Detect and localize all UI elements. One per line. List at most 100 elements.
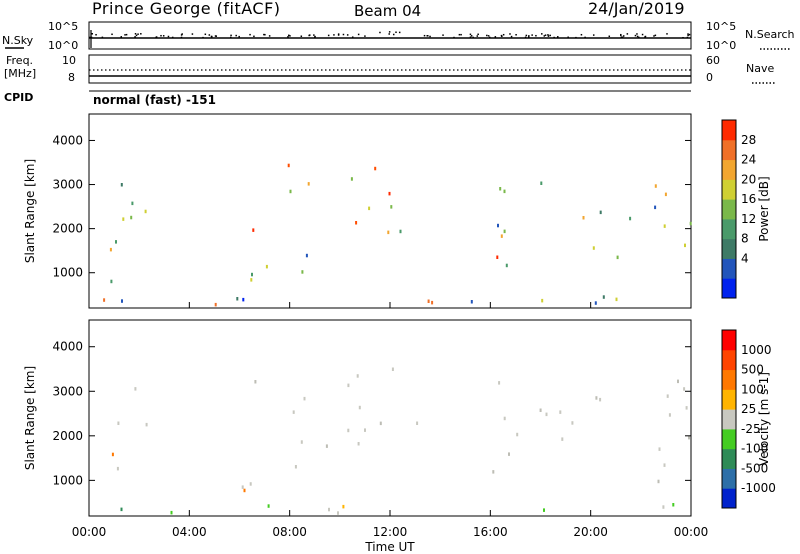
power-echo-cell (110, 279, 113, 284)
noise-search-point (263, 33, 265, 36)
noise-search-point (453, 36, 455, 39)
power-colorbar-swatch (722, 179, 736, 200)
power-echo-cell (287, 163, 290, 168)
noise-search-point (666, 33, 668, 35)
power-colorbar-swatch (722, 218, 736, 240)
power-colorbar-label: Power [dB] (757, 176, 771, 241)
noise-search-point (686, 36, 689, 39)
power-echo-cell (236, 297, 239, 301)
noise-search-point (641, 33, 644, 36)
beam-title: Beam 04 (354, 2, 422, 20)
noise-search-point (120, 36, 123, 38)
noise-search-point (204, 33, 207, 36)
power-echo-cell (427, 299, 430, 303)
velocity-echo-cell (391, 367, 394, 371)
noise-search-point (626, 33, 629, 35)
power-colorbar-tick: 12 (741, 212, 756, 226)
noise-search-point (472, 36, 474, 39)
velocity-echo-cell (379, 421, 382, 426)
power-colorbar-swatch (722, 199, 736, 220)
power-echo-cell (131, 201, 134, 206)
velocity-echo-cell (658, 447, 661, 451)
noise-search-point (351, 36, 354, 38)
power-echo-cell (350, 177, 353, 181)
velocity-echo-cell (241, 485, 244, 489)
noise-search-point (608, 35, 611, 38)
velocity-colorbar-frame (721, 329, 737, 509)
noise-search-point (500, 34, 503, 37)
power-colorbar-swatch (722, 159, 736, 180)
noise-search-point (535, 34, 537, 37)
time-axis-title: Time UT (364, 540, 415, 554)
time-axis-label: 12:00 (373, 525, 408, 539)
velocity-echo-cell (595, 396, 598, 400)
velocity-echo-cell (358, 405, 361, 410)
cpid-label: CPID (4, 91, 33, 104)
velocity-echo-cell (662, 505, 665, 509)
power-echo-cell (500, 234, 503, 238)
noise-search-point (300, 35, 303, 37)
noise-search-point (469, 33, 472, 36)
time-axis-label: 00:00 (674, 525, 709, 539)
velocity-echo-cell (545, 412, 548, 417)
power-echo-cell (540, 181, 543, 185)
noise-search-point (543, 35, 546, 37)
power-echo-cell (388, 191, 391, 196)
nave-label: Nave (746, 62, 774, 75)
velocity-echo-cell (170, 510, 173, 515)
velocity-echo-cell (688, 435, 690, 440)
velocity-colorbar-tick: 500 (741, 363, 764, 377)
velocity-echo-cell (666, 394, 669, 398)
velocity-colorbar-tick: -1000 (741, 481, 776, 495)
noise-search-point (364, 35, 366, 37)
noise-search-point (553, 36, 555, 39)
velocity-ytick-label: 2000 (52, 429, 83, 443)
noise-search-point (342, 33, 345, 36)
noise-search-point (395, 31, 397, 33)
noise-search-point (688, 33, 691, 36)
noise-search-point (95, 33, 97, 36)
noise-search-point (687, 34, 689, 37)
velocity-echo-cell (300, 440, 303, 444)
power-echo-cell (654, 184, 657, 188)
power-echo-cell (130, 215, 133, 220)
velocity-echo-cell (328, 507, 330, 512)
noise-search-point (215, 35, 217, 37)
noise-left-tick: 10^5 (48, 20, 78, 33)
power-ytick-label: 4000 (52, 133, 83, 147)
velocity-echo-cell (559, 410, 562, 414)
power-echo-cell (616, 255, 619, 260)
noise-search-point (288, 34, 290, 37)
noise-search-point (509, 33, 511, 35)
velocity-colorbar-swatch (722, 468, 736, 489)
noise-search-point (388, 31, 391, 33)
velocity-colorbar-swatch (722, 428, 736, 450)
noise-search-point (547, 35, 550, 37)
frequency-label-1: Freq. (6, 54, 33, 67)
noise-search-point (268, 35, 271, 37)
power-colorbar-swatch (722, 278, 736, 299)
power-echo-cell (242, 297, 245, 302)
noise-search-point (238, 35, 240, 38)
power-echo-cell (115, 240, 117, 244)
noise-search-point (327, 34, 330, 37)
noise-search-point (584, 36, 586, 39)
noise-search-point (308, 34, 310, 37)
nave-tick: 60 (706, 54, 720, 67)
noise-search-point (547, 34, 549, 36)
noise-search-point (580, 33, 583, 36)
velocity-echo-cell (120, 507, 123, 512)
power-echo-cell (109, 247, 112, 252)
noise-search-point (180, 36, 183, 39)
power-echo-cell (470, 300, 473, 304)
power-echo-cell (663, 224, 666, 228)
power-echo-cell (307, 182, 310, 186)
velocity-ylabel: Slant Range [km] (23, 366, 37, 470)
noise-search-point (101, 36, 104, 39)
power-echo-cell (103, 298, 106, 302)
noise-search-point (541, 33, 543, 35)
velocity-echo-cell (357, 442, 360, 446)
velocity-echo-cell (356, 374, 359, 378)
noise-right-label: N.Search (745, 28, 795, 41)
